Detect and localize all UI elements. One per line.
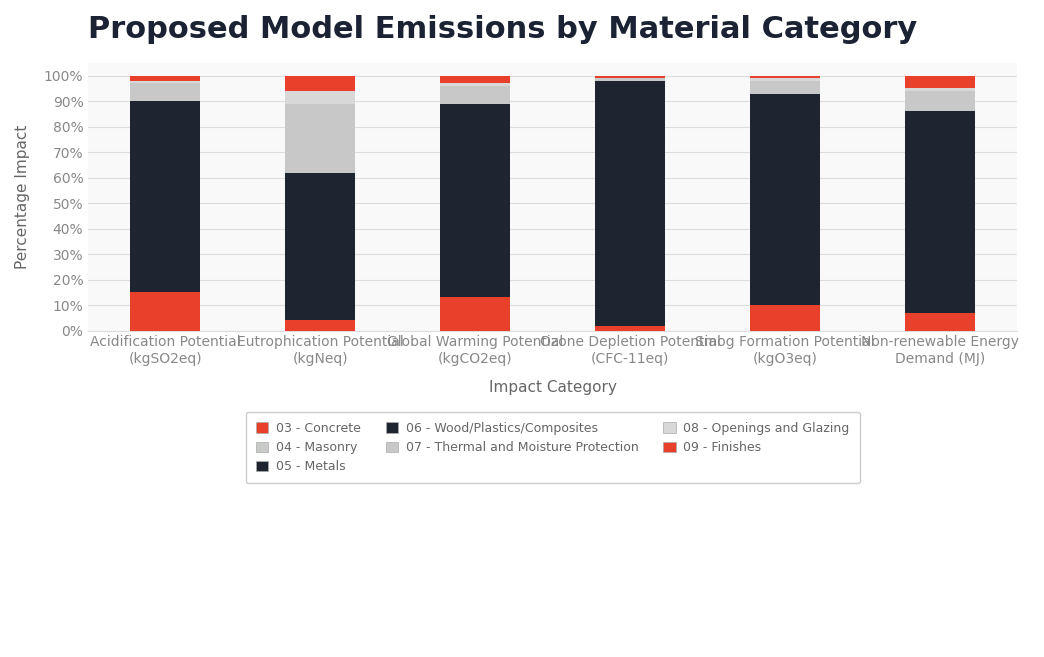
Bar [441, 86, 511, 104]
Text: Proposed Model Emissions by Material Category: Proposed Model Emissions by Material Cat… [89, 15, 918, 44]
Bar [595, 325, 665, 330]
Bar [595, 76, 665, 78]
Bar [285, 91, 355, 104]
Bar [905, 89, 975, 91]
Bar [285, 76, 355, 91]
Bar [751, 81, 820, 93]
Bar [441, 298, 511, 330]
Legend: 03 - Concrete, 04 - Masonry, 05 - Metals, 06 - Wood/Plastics/Composites, 07 - Th: 03 - Concrete, 04 - Masonry, 05 - Metals… [245, 412, 859, 484]
Bar [905, 112, 975, 313]
Bar [130, 81, 200, 83]
Bar [595, 81, 665, 325]
Bar [285, 321, 355, 330]
Bar [905, 76, 975, 89]
Bar [441, 104, 511, 298]
Bar [595, 78, 665, 81]
Bar [751, 78, 820, 81]
Bar [751, 93, 820, 305]
Bar [285, 173, 355, 321]
Bar [130, 292, 200, 330]
Y-axis label: Percentage Impact: Percentage Impact [15, 125, 30, 269]
Bar [751, 305, 820, 330]
Bar [285, 104, 355, 173]
Bar [905, 91, 975, 112]
Bar [130, 101, 200, 292]
Bar [130, 83, 200, 101]
X-axis label: Impact Category: Impact Category [489, 380, 617, 395]
Bar [751, 76, 820, 78]
Bar [130, 76, 200, 81]
Bar [441, 83, 511, 86]
Bar [441, 76, 511, 83]
Bar [905, 313, 975, 330]
